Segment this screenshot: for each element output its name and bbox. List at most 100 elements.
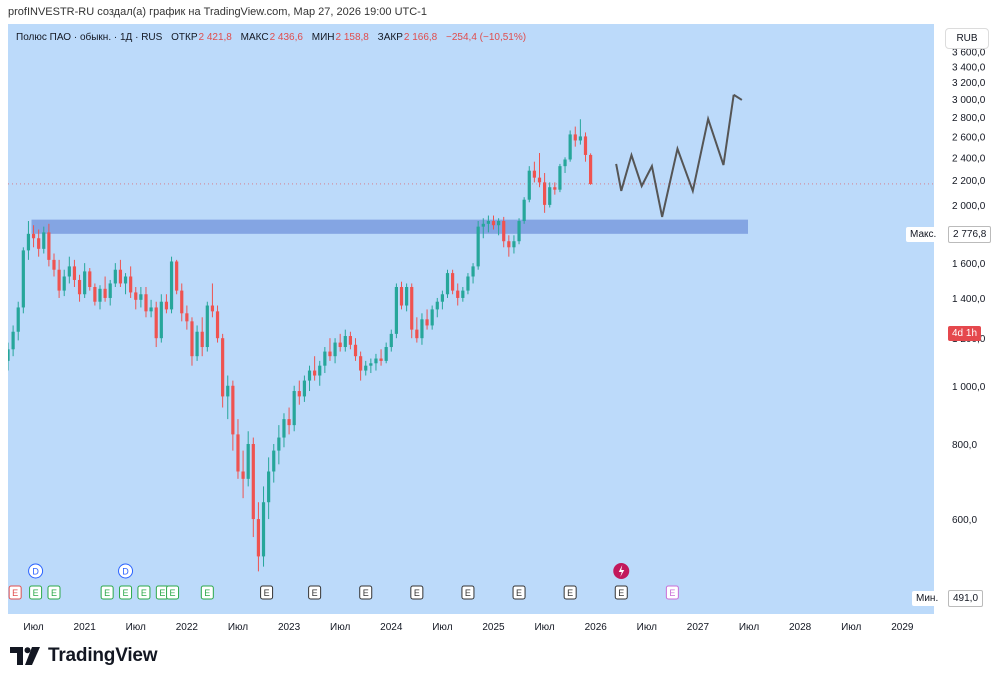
candle-body (399, 287, 404, 306)
close-label: ЗАКР (377, 32, 403, 43)
earnings-marker-label: E (204, 588, 210, 598)
candle-body (272, 450, 276, 472)
candle-body (573, 134, 577, 141)
candle-body (410, 287, 414, 330)
x-tick-label: 2021 (74, 622, 97, 630)
candle-body (16, 307, 20, 332)
x-tick-label: 2027 (687, 622, 710, 630)
lightning-icon (618, 565, 625, 577)
candle-body (175, 261, 179, 291)
candle-body (568, 134, 572, 160)
earnings-marker-label: E (264, 588, 270, 598)
earnings-marker-label: E (12, 588, 18, 598)
y-tick-label: 3 200,0 (952, 78, 986, 89)
tradingview-logo-icon (10, 647, 40, 665)
x-tick-label: 2025 (482, 622, 505, 630)
candle-body (425, 319, 429, 326)
earnings-marker-label: E (312, 588, 318, 598)
earnings-marker-label: E (516, 588, 522, 598)
candle-body (169, 261, 174, 310)
y-tick-label: 800,0 (952, 440, 977, 451)
candle-body (180, 290, 184, 314)
candle-body (369, 363, 373, 366)
y-tick-label: 2 000,0 (952, 201, 986, 212)
candle-body (323, 351, 327, 366)
candle-body (144, 294, 148, 312)
earnings-marker-label: E (170, 588, 176, 598)
candle-body (210, 305, 215, 312)
candle-body (512, 241, 516, 248)
candle-body (389, 333, 393, 348)
earnings-marker-label: E (33, 588, 39, 598)
candle-body (507, 241, 511, 248)
candle-body (415, 329, 419, 339)
earnings-marker (461, 585, 475, 600)
candle-body (297, 391, 301, 397)
candle-body (77, 279, 82, 295)
candle-body (461, 290, 465, 298)
earnings-marker (137, 585, 151, 600)
candle-body (517, 221, 521, 242)
candle-body (185, 313, 189, 322)
symbol-name[interactable]: Полюс ПАО · обыкн. · 1Д · RUS (16, 32, 163, 43)
time-axis (8, 614, 934, 630)
y-tick-label: 2 200,0 (952, 176, 986, 187)
candle-body (231, 385, 235, 435)
candle-body (558, 166, 562, 190)
candle-body (353, 344, 358, 357)
earnings-marker (410, 585, 424, 600)
earnings-marker (665, 585, 679, 600)
earnings-marker-label: E (159, 588, 165, 598)
candle-body (134, 292, 138, 300)
y-tick-label: 600,0 (952, 515, 977, 526)
candle-body (497, 221, 501, 226)
high-label: МАКС (240, 32, 269, 43)
y-tick-label: 3 400,0 (952, 62, 986, 73)
ohlc-legend: Полюс ПАО · обыкн. · 1Д · RUS ОТКР2 421,… (16, 32, 532, 43)
x-tick-label: 2023 (278, 622, 301, 630)
candle-body (256, 519, 261, 557)
dividend-marker (28, 563, 44, 579)
earnings-marker (260, 585, 274, 600)
candle-body (287, 419, 291, 426)
candle-body (543, 182, 547, 205)
candle-body (57, 269, 61, 291)
candle-body (200, 331, 204, 348)
candle-body (103, 288, 107, 298)
candle-body (129, 276, 133, 293)
candle-body (553, 187, 557, 190)
currency-button[interactable]: RUB (945, 28, 989, 49)
candle-body (108, 283, 112, 298)
y-tick-label: 1 600,0 (952, 259, 986, 270)
x-tick-label: Июл (739, 622, 759, 630)
candle-body (118, 269, 123, 284)
candle-body (343, 336, 347, 348)
candle-body (456, 290, 460, 298)
x-tick-label: Июл (841, 622, 861, 630)
candle-body (67, 266, 71, 277)
min-price-label: Мин. (912, 591, 943, 606)
candle-body (405, 287, 409, 306)
candle-body (251, 443, 255, 520)
x-tick-label: 2029 (891, 622, 914, 630)
candle-body (88, 271, 92, 288)
y-tick-label: 2 400,0 (952, 153, 986, 164)
max-price-value: 2 776,8 (948, 226, 992, 243)
x-tick-label: 2024 (380, 622, 403, 630)
x-tick-label: Июл (330, 622, 350, 630)
close-value: 2 166,8 (403, 32, 438, 43)
earnings-marker-label: E (669, 588, 675, 598)
candle-body (292, 391, 296, 426)
candle-body (491, 221, 496, 226)
x-tick-label: Июл (23, 622, 43, 630)
earnings-marker (614, 585, 628, 600)
candle-body (384, 347, 388, 361)
candle-body (205, 305, 209, 348)
candle-body (313, 370, 317, 376)
x-tick-label: Июл (637, 622, 657, 630)
low-value: 2 158,8 (335, 32, 369, 43)
candle-body (261, 502, 266, 557)
tradingview-logo[interactable]: TradingView (10, 644, 158, 668)
